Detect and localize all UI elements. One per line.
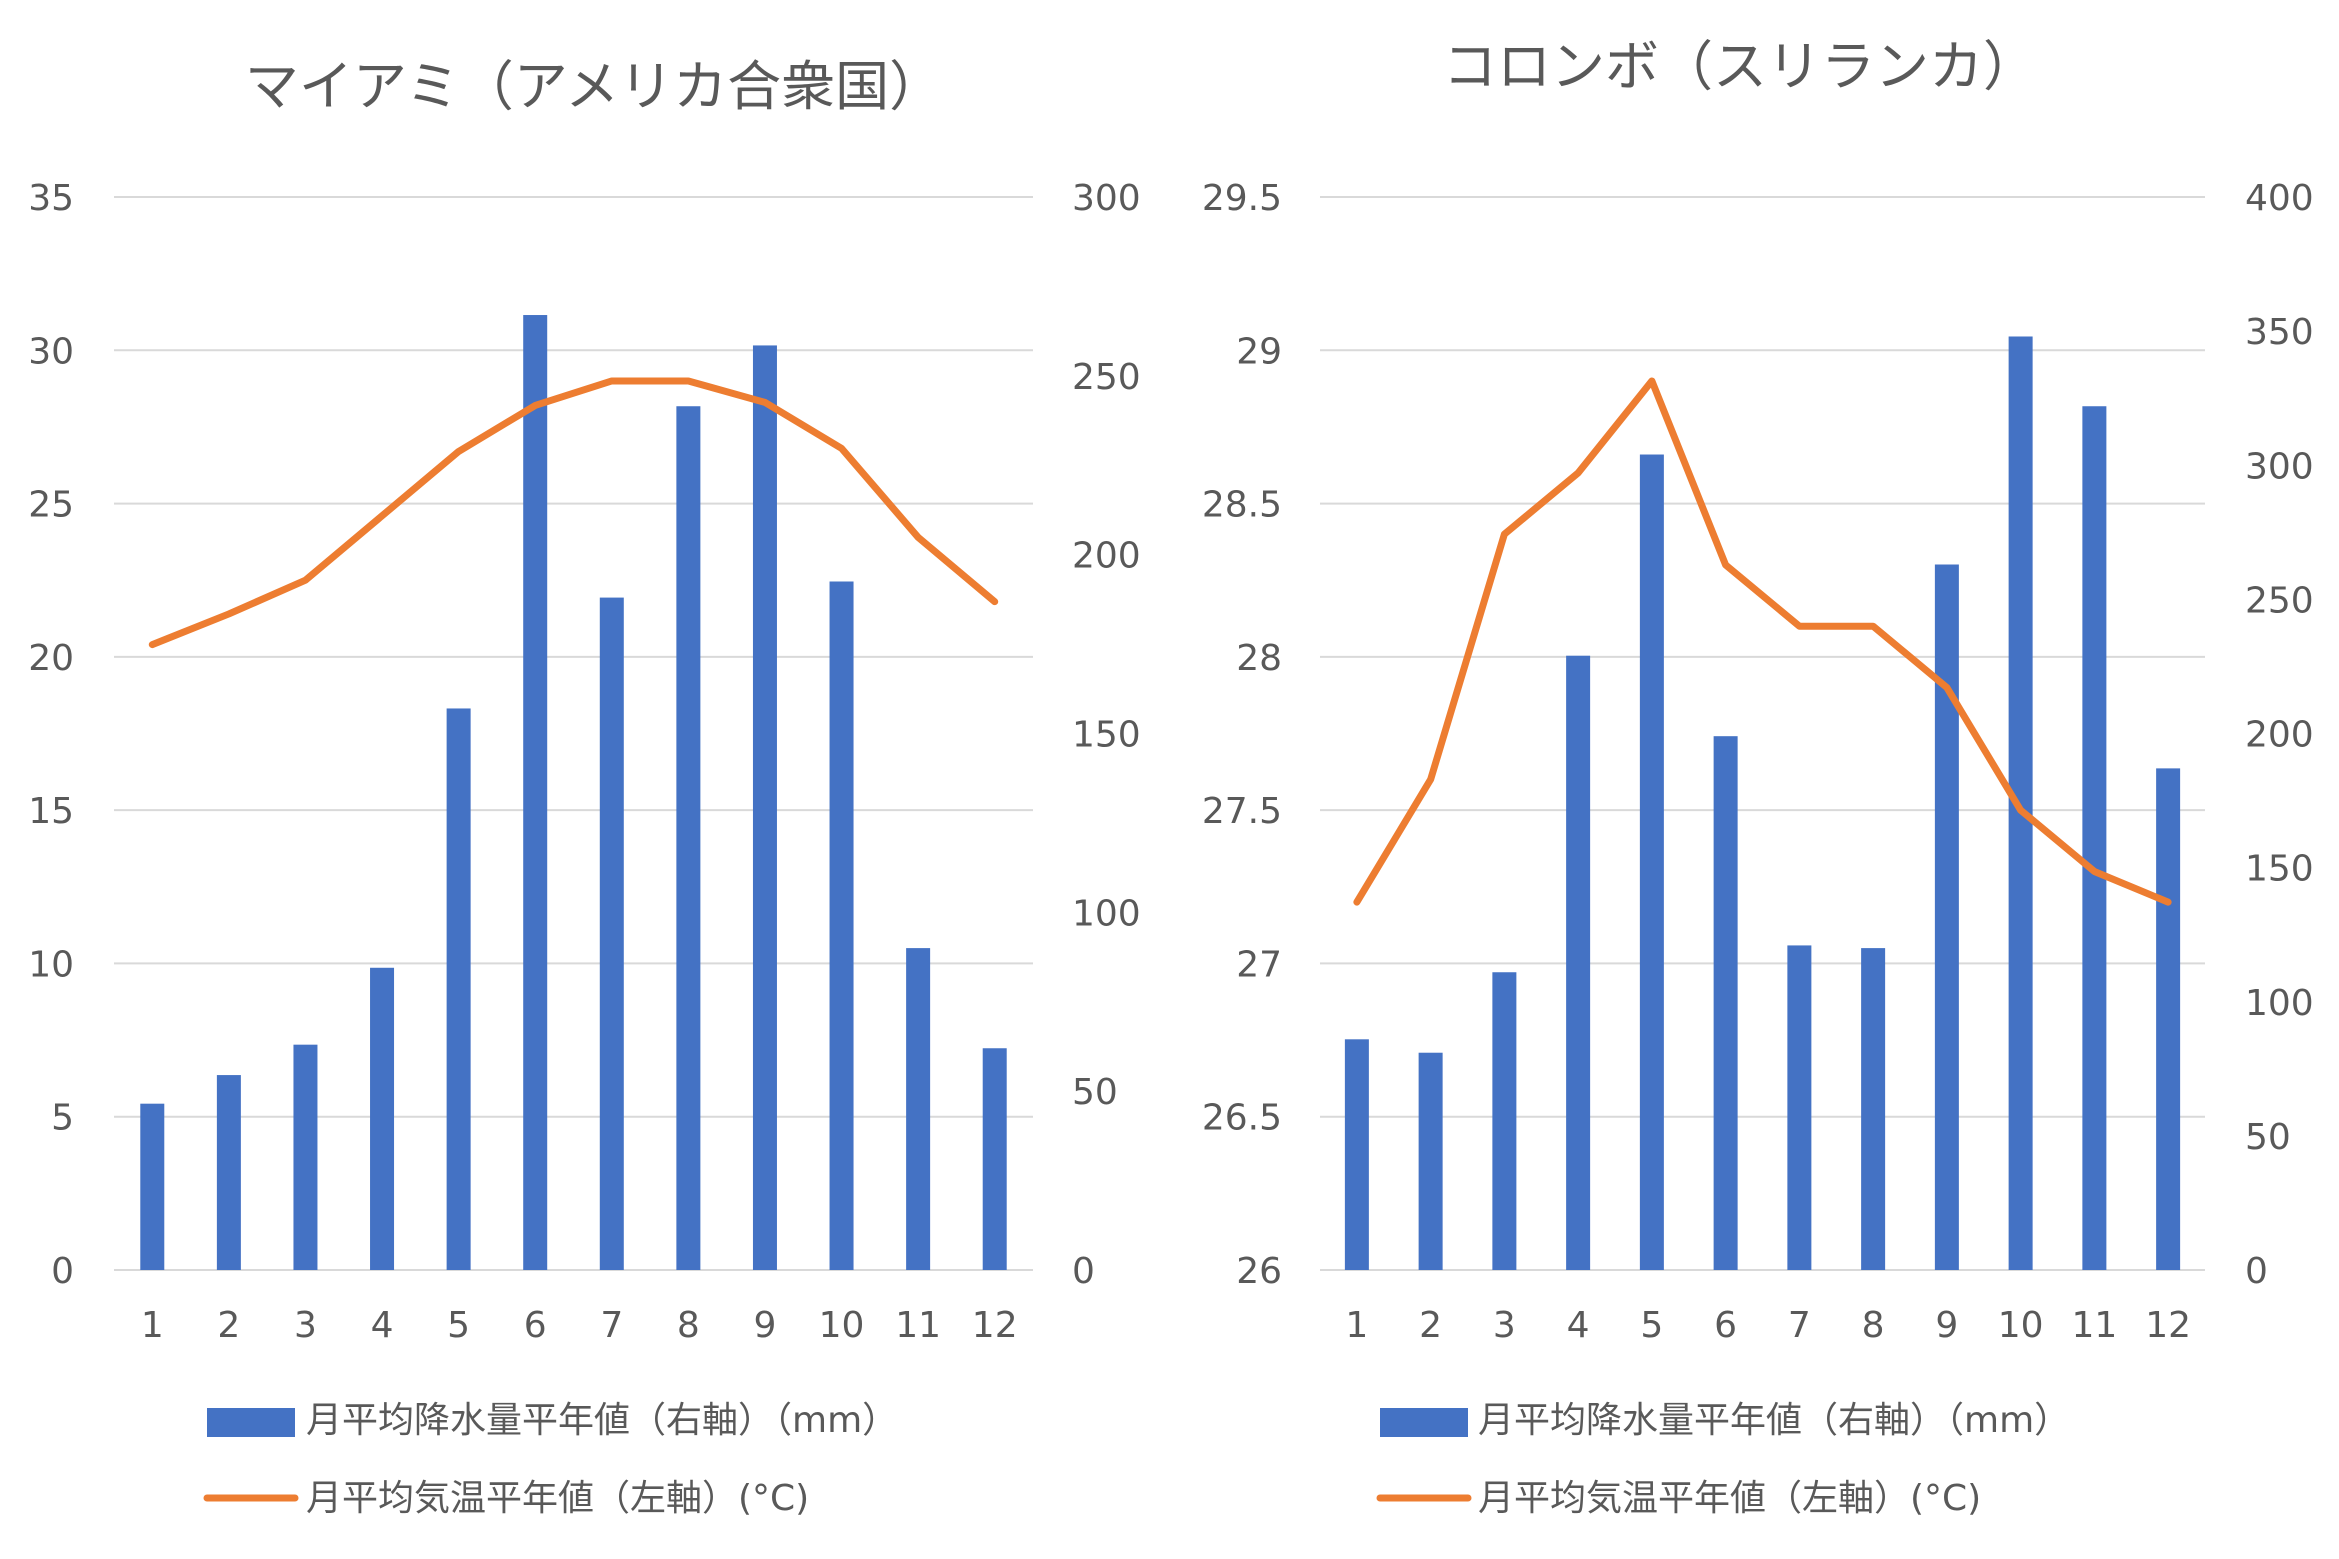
y-right-tick-label: 300 xyxy=(1072,178,1141,219)
x-tick-label: 9 xyxy=(754,1305,777,1346)
x-tick-label: 11 xyxy=(2071,1305,2117,1346)
y-right-tick-label: 200 xyxy=(2245,715,2314,756)
x-tick-label: 6 xyxy=(524,1305,547,1346)
x-tick-label: 7 xyxy=(1788,1305,1811,1346)
chart-title: マイアミ（アメリカ合衆国） xyxy=(245,55,943,118)
precip-bar xyxy=(370,967,395,1270)
x-tick-label: 7 xyxy=(600,1305,623,1346)
chart-1: マイアミ（アメリカ合衆国）051015202530350501001502002… xyxy=(28,55,1141,1519)
precip-bar xyxy=(829,581,854,1270)
x-tick-label: 5 xyxy=(1640,1305,1663,1346)
x-tick-label: 4 xyxy=(371,1305,394,1346)
temperature-line xyxy=(1353,377,2172,906)
x-tick-label: 3 xyxy=(1493,1305,1516,1346)
legend-label-precip: 月平均降水量平年値（右軸）（mm） xyxy=(306,1400,898,1441)
y-left-tick-label: 27 xyxy=(1236,944,1282,985)
y-right-tick-label: 150 xyxy=(1072,715,1141,756)
y-left-tick-label: 27.5 xyxy=(1202,791,1282,832)
y-left-tick-label: 35 xyxy=(28,178,74,219)
x-tick-label: 8 xyxy=(1862,1305,1885,1346)
y-right-tick-label: 50 xyxy=(2245,1117,2291,1158)
precip-bar xyxy=(140,1103,165,1270)
y-right-tick-label: 100 xyxy=(2245,983,2314,1024)
y-right-tick-label: 100 xyxy=(1072,893,1141,934)
y-right-tick-label: 350 xyxy=(2245,312,2314,353)
precip-bar xyxy=(752,345,777,1271)
x-tick-label: 10 xyxy=(819,1305,865,1346)
x-tick-label: 4 xyxy=(1567,1305,1590,1346)
y-right-tick-label: 0 xyxy=(2245,1251,2268,1292)
precip-bar xyxy=(906,948,931,1270)
x-tick-label: 12 xyxy=(2145,1305,2191,1346)
precip-bar xyxy=(1566,655,1591,1270)
legend-label-precip: 月平均降水量平年値（右軸）（mm） xyxy=(1478,1400,2070,1441)
precip-bar xyxy=(1344,1039,1369,1270)
precip-bar xyxy=(293,1044,318,1270)
legend-label-temperature: 月平均気温平年値（左軸）(°C) xyxy=(1478,1478,1981,1519)
x-tick-label: 6 xyxy=(1714,1305,1737,1346)
legend-label-temperature: 月平均気温平年値（左軸）(°C) xyxy=(306,1478,809,1519)
legend-swatch-precip xyxy=(207,1408,295,1437)
x-tick-label: 11 xyxy=(895,1305,941,1346)
y-right-tick-label: 250 xyxy=(1072,357,1141,398)
temperature-line xyxy=(148,377,999,649)
x-tick-label: 2 xyxy=(1419,1305,1442,1346)
y-left-tick-label: 10 xyxy=(28,944,74,985)
y-left-tick-label: 5 xyxy=(51,1098,74,1139)
x-tick-label: 3 xyxy=(294,1305,317,1346)
precip-bar xyxy=(446,708,471,1270)
y-left-tick-label: 28.5 xyxy=(1202,485,1282,526)
precip-bar xyxy=(1787,945,1812,1270)
precip-bar xyxy=(216,1075,241,1270)
precip-bar xyxy=(676,406,701,1270)
y-left-tick-label: 29 xyxy=(1236,331,1282,372)
y-left-tick-label: 26 xyxy=(1236,1251,1282,1292)
y-right-tick-label: 300 xyxy=(2245,446,2314,487)
precip-bar xyxy=(2156,768,2181,1270)
x-tick-label: 10 xyxy=(1998,1305,2044,1346)
precip-bar xyxy=(1934,564,1959,1270)
y-right-tick-label: 200 xyxy=(1072,536,1141,577)
x-tick-label: 12 xyxy=(972,1305,1018,1346)
y-right-tick-label: 250 xyxy=(2245,580,2314,621)
precip-bar xyxy=(982,1048,1007,1270)
y-right-tick-label: 150 xyxy=(2245,849,2314,890)
y-left-tick-label: 29.5 xyxy=(1202,178,1282,219)
precip-bar xyxy=(599,597,624,1270)
y-right-tick-label: 50 xyxy=(1072,1072,1118,1113)
y-left-tick-label: 20 xyxy=(28,638,74,679)
x-tick-label: 5 xyxy=(447,1305,470,1346)
precip-bar xyxy=(2082,406,2107,1270)
y-left-tick-label: 0 xyxy=(51,1251,74,1292)
x-tick-label: 9 xyxy=(1935,1305,1958,1346)
y-left-tick-label: 28 xyxy=(1236,638,1282,679)
precip-bar xyxy=(1861,948,1886,1270)
y-left-tick-label: 30 xyxy=(28,331,74,372)
x-tick-label: 2 xyxy=(217,1305,240,1346)
precip-bar xyxy=(1418,1052,1443,1270)
precip-bar xyxy=(1492,972,1517,1270)
y-left-tick-label: 26.5 xyxy=(1202,1098,1282,1139)
precip-bar xyxy=(2008,336,2033,1270)
x-tick-label: 1 xyxy=(141,1305,164,1346)
chart-title: コロンボ（スリランカ） xyxy=(1443,35,2037,98)
legend-swatch-precip xyxy=(1380,1408,1468,1437)
precip-bar xyxy=(523,315,548,1270)
x-tick-label: 1 xyxy=(1345,1305,1368,1346)
chart-2: コロンボ（スリランカ）2626.52727.52828.52929.505010… xyxy=(1202,35,2314,1519)
y-left-tick-label: 15 xyxy=(28,791,74,832)
y-right-tick-label: 0 xyxy=(1072,1251,1095,1292)
y-left-tick-label: 25 xyxy=(28,485,74,526)
precip-bar xyxy=(1713,736,1738,1270)
precip-bar xyxy=(1639,454,1664,1270)
x-tick-label: 8 xyxy=(677,1305,700,1346)
y-right-tick-label: 400 xyxy=(2245,178,2314,219)
